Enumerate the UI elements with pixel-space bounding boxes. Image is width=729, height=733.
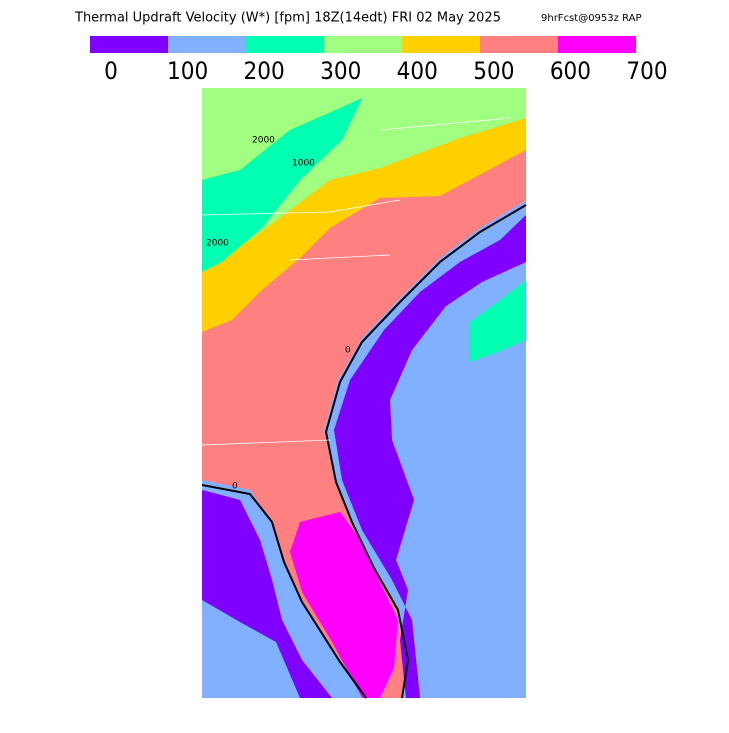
contour-label: 1000 bbox=[292, 159, 315, 169]
coastline bbox=[324, 204, 527, 699]
colorbar-segment bbox=[168, 36, 246, 53]
colorbar: 0 100 200 300 400 500 600 700 bbox=[90, 36, 668, 85]
colorbar-label: 300 bbox=[320, 57, 361, 85]
colorbar-label: 500 bbox=[473, 57, 514, 85]
colorbar-label: 400 bbox=[397, 57, 438, 85]
title: Thermal Updraft Velocity (W*) [fpm] 18Z(… bbox=[74, 11, 501, 26]
colorbar-segment bbox=[558, 36, 636, 53]
colorbar-segment bbox=[90, 36, 168, 53]
coastal-low bbox=[334, 215, 526, 698]
offshore-patch bbox=[470, 280, 526, 362]
model-info: 9hrFcst@0953z RAP bbox=[541, 13, 641, 24]
state-lines bbox=[201, 117, 511, 446]
contour-label: 0 bbox=[232, 482, 238, 492]
colorbar-segment bbox=[246, 36, 324, 53]
colorbar-segment bbox=[480, 36, 558, 53]
gulf-deep bbox=[202, 600, 300, 698]
land-low bbox=[202, 88, 526, 262]
map: 2000 1000 2000 0 0 bbox=[201, 88, 527, 699]
colorbar-label: 100 bbox=[167, 57, 208, 85]
mountain-low bbox=[202, 98, 362, 272]
gulf-coastline bbox=[201, 484, 367, 699]
contour-label: 2000 bbox=[206, 239, 229, 249]
colorbar-segment bbox=[324, 36, 402, 53]
contour-label: 0 bbox=[345, 346, 351, 356]
colorbar-label: 200 bbox=[244, 57, 285, 85]
colorbar-label: 700 bbox=[626, 57, 667, 85]
florida-high bbox=[290, 512, 398, 698]
colorbar-label: 0 bbox=[104, 57, 118, 85]
contour-label: 2000 bbox=[252, 136, 275, 146]
colorbar-segment bbox=[402, 36, 480, 53]
colorbar-label: 600 bbox=[550, 57, 591, 85]
